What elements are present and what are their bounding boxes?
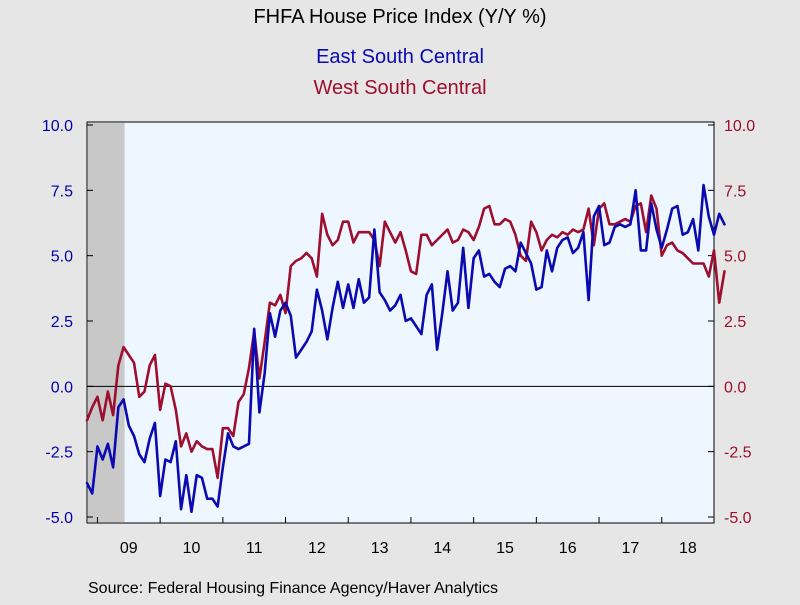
y-left-tick-label: -2.5 xyxy=(45,445,73,462)
x-tick-label: 11 xyxy=(246,540,263,557)
legend-entry-east-south-central: East South Central xyxy=(316,46,484,68)
y-right-tick-label: -5.0 xyxy=(724,510,752,527)
y-left-tick-label: 2.5 xyxy=(51,314,73,331)
x-tick-label: 10 xyxy=(183,540,201,557)
plot-area xyxy=(86,121,715,524)
recession-shade xyxy=(88,123,125,522)
y-axis-right: 10.0 7.5 5.0 2.5 0.0 -2.5 -5.0 xyxy=(708,118,755,527)
y-right-tick-label: 5.0 xyxy=(724,249,746,266)
x-tick-label: 15 xyxy=(496,540,514,557)
source-note: Source: Federal Housing Finance Agency/H… xyxy=(88,580,498,597)
y-right-tick-label: 10.0 xyxy=(724,118,755,135)
y-left-tick-label: 7.5 xyxy=(51,183,73,200)
x-tick-label: 18 xyxy=(679,540,697,557)
x-tick-label: 12 xyxy=(308,540,326,557)
y-left-tick-label: 5.0 xyxy=(51,249,73,266)
x-tick-label: 16 xyxy=(559,540,577,557)
y-right-tick-label: 0.0 xyxy=(724,379,746,396)
y-right-tick-label: 2.5 xyxy=(724,314,746,331)
x-tick-label: 09 xyxy=(120,540,138,557)
legend-entry-west-south-central: West South Central xyxy=(313,77,486,99)
y-left-tick-label: -5.0 xyxy=(45,510,73,527)
x-tick-label: 14 xyxy=(433,540,451,557)
series-layer xyxy=(85,183,726,514)
y-axis-left: 10.0 7.5 5.0 2.5 0.0 -2.5 -5.0 xyxy=(42,118,93,527)
chart-title: FHFA House Price Index (Y/Y %) xyxy=(253,6,546,28)
series-line-west-south-central xyxy=(85,194,726,480)
series-line-east-south-central xyxy=(85,183,726,514)
y-left-tick-label: 0.0 xyxy=(51,379,73,396)
x-tick-label: 17 xyxy=(622,540,640,557)
y-right-tick-label: -2.5 xyxy=(724,445,752,462)
x-tick-label: 13 xyxy=(371,540,389,557)
y-right-tick-label: 7.5 xyxy=(724,183,746,200)
x-axis: 09 10 11 12 13 14 15 16 17 18 xyxy=(96,517,697,557)
y-left-tick-label: 10.0 xyxy=(42,118,73,135)
